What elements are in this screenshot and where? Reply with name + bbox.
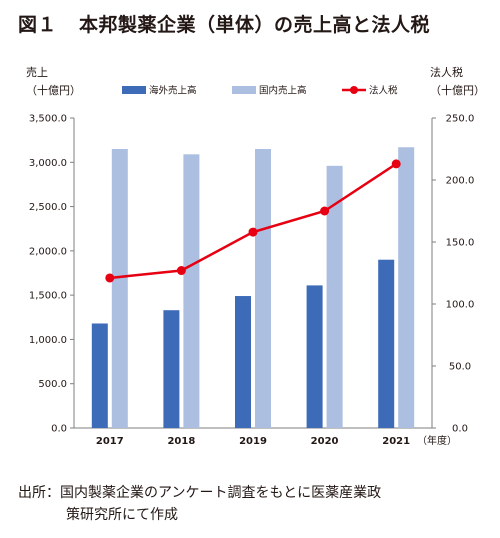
x-tick-label: 2021 xyxy=(382,436,410,447)
domestic-sales-bar xyxy=(111,149,128,428)
corporate-tax-point xyxy=(105,273,115,283)
legend-label: 法人税 xyxy=(369,85,398,97)
left-tick-label: 500.0 xyxy=(38,379,67,390)
right-tick-label: 100.0 xyxy=(446,300,475,311)
left-tick-label: 1,000.0 xyxy=(29,335,67,346)
legend-swatch xyxy=(122,86,146,94)
left-tick-label: 2,500.0 xyxy=(29,202,67,213)
source-line-2: 策研究所にて作成 xyxy=(66,507,178,523)
corporate-tax-line xyxy=(109,162,397,280)
title-text: 本邦製薬企業（単体）の売上高と法人税 xyxy=(79,14,431,36)
source-note: 出所：国内製薬企業のアンケート調査をもとに医薬産業政 策研究所にて作成 xyxy=(18,482,488,526)
right-axis-label: 法人税 xyxy=(430,66,463,79)
domestic-sales-bar xyxy=(255,149,271,428)
overseas-sales-bar xyxy=(91,323,108,428)
left-tick-label: 0.0 xyxy=(51,424,67,435)
domestic-sales-bar xyxy=(183,154,200,429)
domestic-sales-bar xyxy=(398,147,415,428)
left-axis-unit: 売上 （十億円） xyxy=(26,64,81,100)
left-tick-label: 3,500.0 xyxy=(29,114,67,125)
legend-swatch xyxy=(232,86,256,94)
chart-title: 図１ 本邦製薬企業（単体）の売上高と法人税 xyxy=(18,10,430,37)
corporate-tax-point xyxy=(391,159,401,169)
source-line-1: 出所：国内製薬企業のアンケート調査をもとに医薬産業政 xyxy=(18,485,382,501)
left-tick-label: 3,000.0 xyxy=(29,158,67,169)
x-tick-label: 2017 xyxy=(96,436,124,447)
right-axis-unit-label: （十億円） xyxy=(430,84,485,97)
corporate-tax-point xyxy=(176,266,186,276)
x-tick-label: 2020 xyxy=(311,436,339,447)
left-tick-label: 2,000.0 xyxy=(29,246,67,257)
left-axis-unit-label: （十億円） xyxy=(26,84,81,97)
left-tick-label: 1,500.0 xyxy=(29,291,67,302)
corporate-tax-point xyxy=(248,227,258,237)
x-tick-label: 2018 xyxy=(167,436,195,447)
domestic-sales-bar xyxy=(326,165,343,429)
legend-label: 海外売上高 xyxy=(149,85,197,97)
overseas-sales-bar xyxy=(163,310,180,428)
overseas-sales-bar xyxy=(306,285,323,428)
overseas-sales-bar xyxy=(378,259,395,428)
combo-chart: 0.0 500.0 1,000.0 1,500.0 2,000.0 2,500.0 3,00… xyxy=(29,85,475,448)
figure-number: 図１ xyxy=(18,14,58,36)
corporate-tax-point xyxy=(320,206,330,216)
right-tick-label: 250.0 xyxy=(446,114,475,125)
legend-label: 国内売上高 xyxy=(259,85,307,97)
right-tick-label: 50.0 xyxy=(449,362,471,373)
legend-marker xyxy=(350,86,358,94)
right-tick-label: 150.0 xyxy=(446,238,475,249)
right-tick-label: 0.0 xyxy=(452,424,468,435)
left-axis-label: 売上 xyxy=(26,66,48,79)
x-axis-unit: （年度） xyxy=(417,434,457,447)
right-axis-unit: 法人税 （十億円） xyxy=(430,64,485,100)
overseas-sales-bar xyxy=(235,296,251,428)
right-tick-label: 200.0 xyxy=(446,176,475,187)
x-tick-label: 2019 xyxy=(239,436,267,447)
